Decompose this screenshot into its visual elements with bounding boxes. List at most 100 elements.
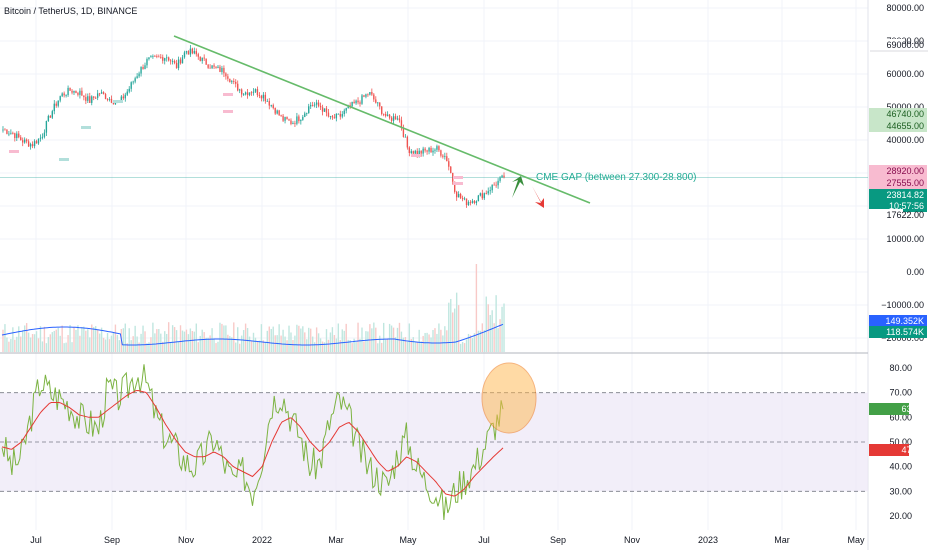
candle-body (444, 156, 446, 157)
signal-marker (223, 110, 233, 113)
volume-bar (475, 264, 478, 352)
trendline (173, 35, 591, 204)
volume-bar (75, 329, 77, 352)
candle-body (158, 56, 160, 58)
candle-body (487, 191, 489, 194)
time-tick-label: Mar (328, 535, 344, 545)
candle-body (29, 144, 32, 147)
candle-body (353, 101, 355, 104)
candle-body (75, 90, 77, 93)
volume-bar (146, 343, 148, 352)
volume-bar (311, 336, 314, 352)
candle-body (418, 150, 420, 155)
candle-body (227, 76, 229, 79)
tag-46740: 46740.00 (886, 109, 924, 119)
volume-bar (33, 334, 36, 352)
volume-bar (142, 325, 144, 352)
candle-body (260, 95, 263, 99)
volume-bar (18, 326, 20, 352)
volume-bar (495, 295, 497, 352)
volume-bar (487, 304, 489, 352)
volume-bar (179, 325, 182, 352)
candle-body (313, 104, 316, 106)
candle-body (280, 115, 282, 117)
volume-bar (260, 324, 263, 352)
candle-body (382, 113, 385, 115)
volume-bar (418, 329, 420, 352)
volume-bar (432, 329, 434, 352)
volume-bar (448, 302, 450, 352)
candle-body (154, 56, 156, 57)
candle-body (63, 93, 65, 96)
candle-body (274, 108, 276, 114)
candle-body (140, 67, 142, 74)
candle-body (503, 175, 505, 178)
volume-bar (10, 338, 12, 352)
volume-bar (122, 328, 125, 352)
volume-bar (337, 323, 340, 352)
volume-bar (292, 339, 294, 352)
candle-body (183, 52, 186, 58)
candle-body (231, 81, 233, 83)
candle-body (209, 67, 211, 69)
candle-body (349, 105, 351, 107)
volume-bar (357, 322, 359, 352)
candle-body (270, 105, 272, 106)
candle-body (6, 129, 8, 134)
low-tag: 17622.00 (886, 210, 924, 220)
candle-body (333, 117, 336, 119)
volume-bar (59, 335, 61, 352)
candle-body (43, 132, 46, 137)
volume-bar (158, 329, 160, 352)
volume-bar (87, 329, 89, 352)
candle-body (485, 193, 487, 194)
candle-body (302, 116, 304, 120)
volume-bar (167, 322, 170, 352)
candle-body (317, 102, 320, 106)
time-tick-label: May (847, 535, 865, 545)
volume-bar (57, 327, 59, 352)
rsi-tick-label: 70.00 (889, 388, 912, 398)
candle-body (501, 175, 503, 178)
cme-gap-annotation[interactable]: CME GAP (between 27.300-28.800) (536, 172, 696, 183)
volume-bar (457, 305, 460, 352)
candle-body (164, 58, 166, 61)
candle-body (491, 184, 493, 191)
volume-bar (134, 325, 136, 352)
candle-body (422, 148, 424, 154)
volume-bar (450, 298, 452, 352)
tag-27555: 27555.00 (886, 178, 924, 188)
volume-bar (302, 326, 304, 352)
volume-bar (205, 337, 207, 352)
candle-body (91, 96, 93, 103)
volume-bar (481, 323, 484, 352)
volume-bar (160, 333, 162, 352)
candle-body (39, 137, 42, 139)
signal-marker (223, 93, 233, 96)
candle-body (432, 150, 434, 153)
volume-bar (29, 337, 32, 352)
volume-bar (491, 310, 493, 352)
candle-body (384, 114, 387, 116)
candle-body (225, 73, 227, 77)
candle-body (296, 116, 298, 124)
signal-marker (9, 150, 19, 153)
candle-body (414, 150, 416, 154)
volume-bar (41, 341, 44, 352)
candle-body (361, 95, 363, 104)
candle-body (438, 146, 440, 151)
volume-bar (355, 342, 357, 352)
volume-bar (106, 332, 109, 352)
candle-body (268, 101, 270, 106)
volume-bar (402, 337, 405, 352)
volume-bar (406, 341, 409, 352)
candle-body (304, 113, 306, 117)
tag-27555-bg (869, 177, 927, 189)
volume-bar (300, 328, 302, 352)
candle-body (27, 141, 30, 147)
volume-bar (215, 343, 217, 352)
price-tick-label: 10000.00 (886, 234, 924, 244)
candle-body (106, 99, 109, 100)
volume-bar (430, 337, 432, 352)
